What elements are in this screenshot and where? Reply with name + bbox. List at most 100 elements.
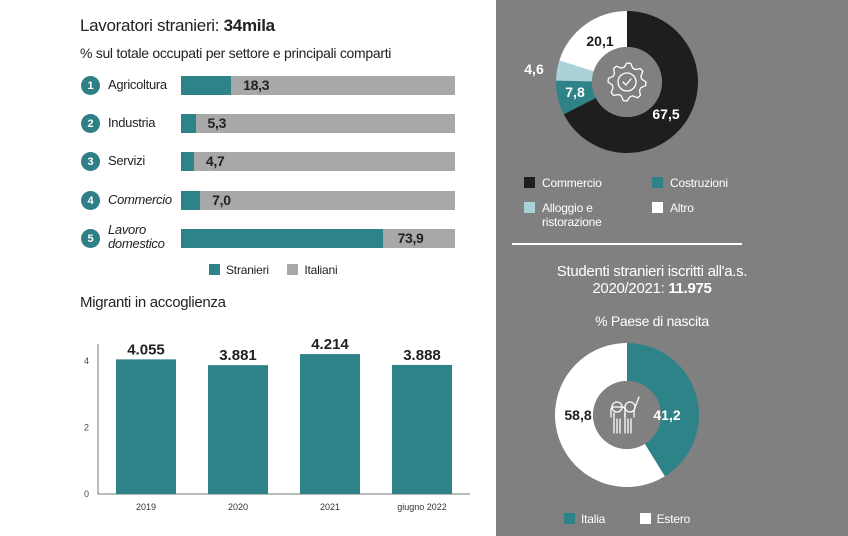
- row-number-badge: 2: [81, 114, 100, 133]
- legend-item: Alloggio e ristorazione: [524, 201, 622, 229]
- donut-slice-label: 4,6: [524, 61, 544, 77]
- donut-slice-label: 58,8: [564, 407, 591, 423]
- donut-hole: [592, 47, 662, 117]
- row-label: Industria: [108, 115, 156, 130]
- sector-bar-legend: Stranieri Italiani: [209, 261, 338, 279]
- left-panel: Lavoratori stranieri: 34mila % sul total…: [80, 16, 470, 512]
- row-number-badge: 1: [81, 76, 100, 95]
- row-number-badge: 4: [81, 191, 100, 210]
- legend-label: Commercio: [542, 176, 602, 190]
- stacked-bar: 18,3: [181, 76, 455, 95]
- students-title-line2: 2020/2021: 11.975: [476, 280, 828, 297]
- bar: [116, 359, 176, 494]
- donut-slice: [559, 11, 627, 72]
- students-subtitle: % Paese di nascita: [595, 313, 709, 329]
- legend-label: Costruzioni: [670, 176, 728, 190]
- bar-segment-italiani: [200, 191, 455, 210]
- bar: [208, 365, 268, 494]
- row-number-badge: 5: [81, 229, 100, 248]
- legend-label: Altro: [670, 201, 694, 215]
- donut-hole: [593, 381, 661, 449]
- x-tick-label: 2019: [136, 502, 156, 512]
- students-title-line1: Studenti stranieri iscritti all'a.s.: [556, 263, 748, 280]
- migrants-bar-chart: 0 2 4 4.055 2019 3.881 2020 4.214 2021 3.888 giugn…: [84, 336, 470, 512]
- legend-swatch: [524, 177, 535, 188]
- donut-slice: [627, 343, 699, 477]
- students-title-value: 11.975: [668, 280, 712, 297]
- donut-slice-label: 67,5: [652, 106, 679, 122]
- legend-item: Commercio: [524, 176, 622, 190]
- legend-swatch: [524, 202, 535, 213]
- legend-item: Costruzioni: [652, 176, 750, 190]
- donut-slice: [563, 11, 698, 153]
- bar-segment-stranieri: [181, 152, 194, 171]
- bar-segment-stranieri: [181, 76, 232, 95]
- students-donut-chart: 41,2 58,8: [555, 343, 699, 487]
- y-tick-label: 4: [84, 356, 89, 366]
- legend-label: Alloggio e ristorazione: [542, 201, 602, 229]
- students-title: Studenti stranieri iscritti all'a.s. 202…: [476, 263, 828, 297]
- section-divider: [512, 243, 742, 245]
- right-panel: 67,5 7,8 4,6 20,1 Commercio Costruzioni Allog…: [496, 0, 848, 536]
- stacked-bar: 7,0: [181, 191, 455, 210]
- row-label: Lavoro domestico: [108, 222, 165, 251]
- bar-value-label: 18,3: [243, 77, 270, 93]
- legend-item: Altro: [652, 201, 750, 215]
- x-tick-label: 2021: [320, 502, 340, 512]
- legend-swatch: [652, 177, 663, 188]
- legend-swatch-italia: [564, 513, 575, 525]
- workers-subtitle: % sul totale occupati per settore e prin…: [80, 45, 392, 61]
- donut-slice-label: 7,8: [565, 84, 585, 100]
- legend-label-italiani: Italiani: [304, 262, 338, 277]
- row-number-badge: 3: [81, 152, 100, 171]
- students-donut-legend: Italia Estero: [564, 510, 690, 528]
- row-label: Commercio: [108, 192, 172, 207]
- row-label: Servizi: [108, 153, 145, 168]
- donut-slice: [556, 60, 594, 82]
- legend-item-italia: Italia: [564, 510, 610, 527]
- workers-title-prefix: Lavoratori stranieri:: [80, 16, 224, 35]
- stacked-bar: 5,3: [181, 114, 455, 133]
- legend-item-italiani: Italiani: [287, 261, 338, 278]
- legend-label-estero: Estero: [656, 512, 691, 526]
- bar-segment-stranieri: [181, 191, 201, 210]
- y-tick-label: 2: [84, 423, 89, 433]
- migrants-title: Migranti in accoglienza: [80, 294, 226, 311]
- legend-item-estero: Estero: [639, 510, 691, 527]
- legend-label-italia: Italia: [581, 512, 606, 526]
- sector-donut-chart: 67,5 7,8 4,6 20,1: [524, 11, 698, 153]
- gear-check-icon: [607, 62, 647, 102]
- legend-swatch-estero: [639, 513, 651, 525]
- legend-item-stranieri: Stranieri: [209, 261, 273, 278]
- workers-title-value: 34mila: [223, 16, 275, 35]
- legend-label-stranieri: Stranieri: [226, 262, 269, 277]
- donut-slice-label: 20,1: [586, 33, 613, 49]
- students-title-prefix: 2020/2021:: [592, 280, 669, 297]
- workers-title: Lavoratori stranieri: 34mila: [80, 16, 275, 36]
- bar-segment-italiani: [196, 114, 455, 133]
- bar-value-label: 4,7: [205, 153, 225, 169]
- bar-value-label: 3.888: [403, 347, 441, 364]
- stacked-bar: 73,9: [181, 229, 455, 248]
- bar-value-label: 4.214: [311, 336, 349, 353]
- y-tick-label: 0: [84, 489, 89, 499]
- bar-value-label: 7,0: [212, 192, 231, 208]
- x-tick-label: giugno 2022: [397, 502, 447, 512]
- row-label: Agricoltura: [108, 77, 167, 92]
- bar-value-label: 73,9: [397, 230, 424, 246]
- donut-slice: [555, 343, 665, 487]
- donut-slice: [556, 80, 596, 115]
- legend-swatch-stranieri: [209, 264, 220, 276]
- legend-swatch: [652, 202, 663, 213]
- donut-slice-label: 41,2: [653, 407, 680, 423]
- x-tick-label: 2020: [228, 502, 248, 512]
- bar-segment-stranieri: [181, 114, 196, 133]
- bar-value-label: 5,3: [207, 115, 227, 131]
- bar-value-label: 4.055: [127, 341, 165, 358]
- bar-segment-italiani: [194, 152, 455, 171]
- people-waving-icon: [610, 396, 640, 434]
- bar-value-label: 3.881: [219, 347, 257, 364]
- bar: [392, 364, 452, 494]
- stacked-bar: 4,7: [181, 152, 455, 171]
- bar-segment-stranieri: [181, 229, 384, 248]
